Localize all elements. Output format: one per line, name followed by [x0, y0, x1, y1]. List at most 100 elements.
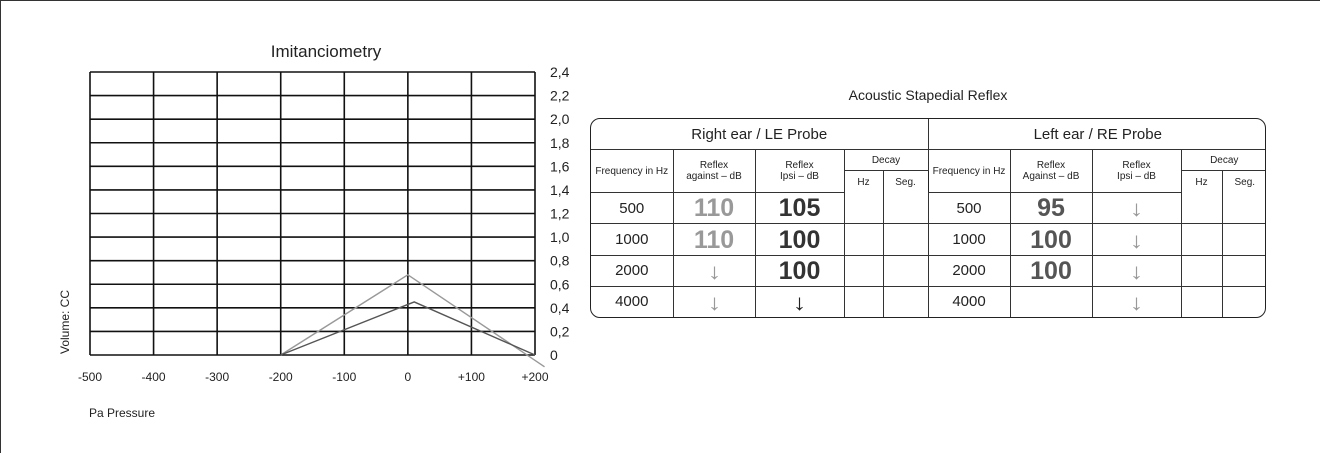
reflex-table-title: Acoustic Stapedial Reflex: [848, 87, 1008, 103]
table-row: 500 110 105 500 95 ↓: [591, 192, 1265, 225]
y-axis-label: Volume: CC: [58, 290, 72, 354]
left-against-header-line1: Reflex: [1036, 160, 1066, 172]
left-decay-header: Decay: [1180, 149, 1265, 172]
left-frequency-header: Frequency in Hz: [927, 149, 1011, 194]
right-ipsi-cell: ↓: [754, 285, 845, 317]
y-tick-label: 0,2: [550, 323, 570, 339]
y-tick-label: 1,8: [550, 135, 570, 151]
x-tick-labels: -500 -400 -300 -200 -100 0 +100 +200: [78, 370, 549, 384]
y-tick-label: 2,4: [550, 64, 570, 80]
left-against-cell: 95: [1009, 192, 1093, 225]
chart-title: Imitanciometry: [271, 42, 382, 61]
right-decay-seg-cell: [882, 285, 929, 317]
right-frequency-header: Frequency in Hz: [591, 149, 674, 194]
right-frequency-cell: 4000: [591, 285, 674, 317]
right-frequency-cell: 500: [591, 192, 674, 225]
reflex-table-body: 500 110 105 500 95 ↓ 1000 110 100 1000 100 ↓ 2000 ↓ 10…: [591, 192, 1265, 317]
x-tick-label: -200: [269, 370, 293, 384]
right-ipsi-header-line1: Reflex: [785, 160, 814, 172]
left-frequency-cell: 500: [927, 192, 1011, 225]
x-tick-label: +100: [458, 370, 485, 384]
series-line-2: [280, 301, 536, 356]
y-tick-label: 0,8: [550, 253, 570, 269]
down-arrow-icon: ↓: [1129, 289, 1144, 315]
y-tick-label: 2,0: [550, 111, 570, 127]
down-arrow-icon: ↓: [707, 258, 721, 284]
down-arrow-icon: ↓: [1129, 196, 1144, 222]
down-arrow-icon: ↓: [792, 289, 807, 315]
right-frequency-cell: 1000: [591, 223, 674, 256]
left-decay-seg-cell: [1221, 254, 1265, 287]
right-decay-header: Decay: [843, 149, 929, 172]
x-tick-label: +200: [521, 370, 548, 384]
y-tick-label: 1,6: [550, 158, 570, 174]
x-tick-label: -400: [142, 370, 166, 384]
left-frequency-cell: 2000: [927, 254, 1011, 287]
right-decay-hz-cell: [843, 285, 884, 317]
left-ipsi-header-line2: Ipsi – dB: [1117, 171, 1156, 183]
y-tick-label: 0,4: [550, 300, 570, 316]
table-row: 4000 ↓ ↓ 4000 ↓: [591, 285, 1265, 317]
right-against-cell: ↓: [672, 285, 756, 317]
y-tick-label: 0: [550, 347, 558, 363]
right-against-cell: 110: [672, 223, 756, 256]
right-decay-seg-cell: [882, 254, 929, 287]
left-decay-seg-header: Seg.: [1221, 170, 1265, 193]
left-decay-hz-header: Hz: [1180, 170, 1223, 193]
left-ear-header: Left ear / RE Probe: [927, 119, 1265, 151]
left-decay-seg-cell: [1221, 192, 1265, 225]
table-row: 2000 ↓ 100 2000 100 ↓: [591, 254, 1265, 287]
down-arrow-icon: ↓: [1129, 227, 1144, 253]
left-ipsi-cell: ↓: [1091, 254, 1182, 287]
left-decay-seg-cell: [1221, 285, 1265, 317]
right-decay-hz-cell: [843, 192, 884, 225]
right-against-cell: 110: [672, 192, 756, 225]
chart-series: [280, 273, 545, 368]
x-tick-label: 0: [405, 370, 412, 384]
left-frequency-cell: 4000: [927, 285, 1011, 317]
right-frequency-cell: 2000: [591, 254, 674, 287]
reflex-table: Right ear / LE Probe Left ear / RE Probe…: [591, 119, 1265, 317]
y-tick-label: 1,4: [550, 182, 570, 198]
right-against-cell: ↓: [672, 254, 756, 287]
down-arrow-icon: ↓: [707, 289, 721, 315]
chart-grid: [89, 71, 536, 356]
x-axis-label: Pa Pressure: [89, 406, 155, 420]
x-tick-label: -300: [205, 370, 229, 384]
right-against-header: Reflex against – dB: [672, 149, 756, 194]
left-decay-hz-cell: [1180, 254, 1223, 287]
table-row: 1000 110 100 1000 100 ↓: [591, 223, 1265, 256]
y-tick-label: 0,6: [550, 276, 570, 292]
left-ipsi-cell: ↓: [1091, 192, 1182, 225]
left-decay-hz-cell: [1180, 223, 1223, 256]
right-decay-hz-cell: [843, 254, 884, 287]
y-tick-label: 1,0: [550, 229, 570, 245]
right-decay-hz-cell: [843, 223, 884, 256]
left-decay-seg-cell: [1221, 223, 1265, 256]
right-ipsi-cell: 105: [754, 192, 845, 225]
left-ipsi-header-line1: Reflex: [1122, 160, 1151, 172]
right-against-header-line2: against – dB: [686, 171, 742, 183]
x-tick-label: -100: [332, 370, 356, 384]
left-decay-hz-cell: [1180, 192, 1223, 225]
x-tick-label: -500: [78, 370, 102, 384]
y-tick-label: 1,2: [550, 206, 570, 222]
left-frequency-cell: 1000: [927, 223, 1011, 256]
left-ipsi-header: Reflex Ipsi – dB: [1091, 149, 1182, 194]
right-ipsi-cell: 100: [754, 254, 845, 287]
left-against-cell: 100: [1009, 254, 1093, 287]
right-decay-seg-cell: [882, 192, 929, 225]
right-decay-seg-cell: [882, 223, 929, 256]
right-ipsi-header: Reflex Ipsi – dB: [754, 149, 845, 194]
right-ipsi-header-line2: Ipsi – dB: [780, 171, 819, 183]
right-against-header-line1: Reflex: [699, 160, 729, 172]
right-decay-hz-header: Hz: [844, 170, 884, 193]
down-arrow-icon: ↓: [1129, 258, 1144, 284]
reflex-table-box: Right ear / LE Probe Left ear / RE Probe…: [590, 118, 1266, 318]
left-decay-hz-cell: [1180, 285, 1223, 317]
left-against-header: Reflex Against – dB: [1009, 149, 1093, 194]
y-tick-label: 2,2: [550, 88, 570, 104]
right-decay-seg-header: Seg.: [882, 170, 929, 193]
